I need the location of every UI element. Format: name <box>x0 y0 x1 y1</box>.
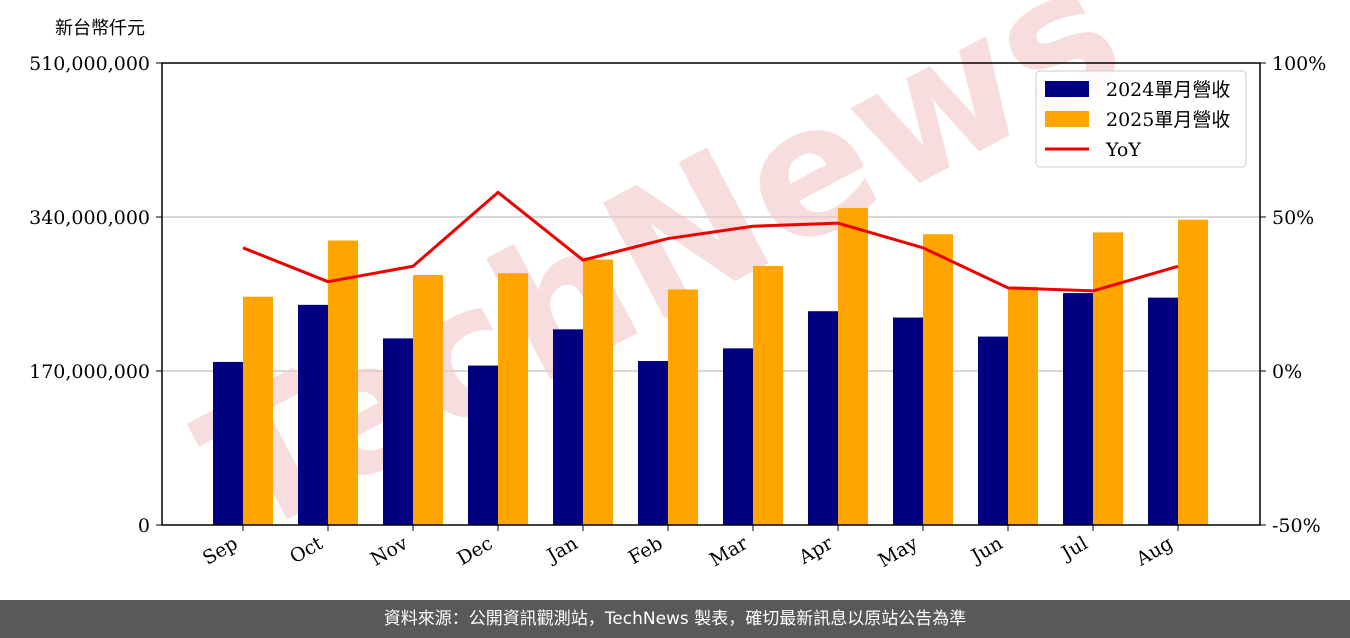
bar-2025 <box>413 274 443 525</box>
plot-frame <box>161 62 1261 526</box>
bar-2024 <box>638 361 668 525</box>
bar-2025 <box>753 265 783 525</box>
x-tick-label: Nov <box>367 532 412 571</box>
y-left-tick-label: 510,000,000 <box>29 53 150 75</box>
bar-2025 <box>583 259 613 525</box>
bar-2025 <box>243 296 273 525</box>
bar-2025 <box>668 289 698 525</box>
x-tick-label: Jan <box>542 532 582 568</box>
bar-2024 <box>213 361 243 525</box>
bar-2025 <box>1093 232 1123 525</box>
y-left-tick-label: 340,000,000 <box>29 207 150 229</box>
legend: 2024單月營收 2025單月營收 YoY <box>1035 70 1247 168</box>
legend-swatch <box>1045 81 1089 97</box>
bar-2025 <box>838 207 868 526</box>
x-tick-label: Jul <box>1056 532 1091 565</box>
chart: TechNews 0170,000,000340,000,000510,000,… <box>29 0 1326 578</box>
x-tick-label: Dec <box>453 532 496 570</box>
x-tick-label: Aug <box>1132 532 1177 571</box>
bar-2024 <box>1063 293 1093 525</box>
x-tick-label: Jun <box>966 532 1007 568</box>
bar-2025 <box>498 273 528 525</box>
legend-item-2024: 2024單月營收 <box>1106 79 1230 101</box>
legend-item-2025: 2025單月營收 <box>1106 109 1230 131</box>
footer-source: 資料來源：公開資訊觀測站，TechNews 製表，確切最新訊息以原站公告為準 <box>0 600 1350 638</box>
bar-2024 <box>808 311 838 525</box>
bars <box>213 207 1208 526</box>
y-left-tick-label: 0 <box>138 515 150 537</box>
bar-2024 <box>723 348 753 525</box>
bar-2024 <box>1148 297 1178 525</box>
bar-2025 <box>328 240 358 525</box>
bar-2024 <box>298 304 328 525</box>
y-right-tick-label: -50% <box>1272 515 1321 537</box>
y-right-tick-label: 50% <box>1272 207 1314 229</box>
x-tick-label: Mar <box>706 532 752 571</box>
yoy-line <box>242 190 1179 293</box>
bar-2024 <box>553 329 583 525</box>
x-tick-label: Apr <box>794 532 837 569</box>
y-right-tick-label: 0% <box>1272 361 1302 383</box>
legend-item-yoy: YoY <box>1105 139 1141 161</box>
y-left-tick-label: 170,000,000 <box>29 361 150 383</box>
yoy-line-layer <box>242 190 1179 293</box>
x-tick-label: Feb <box>625 532 667 569</box>
bar-2024 <box>893 317 923 525</box>
legend-swatch <box>1045 111 1089 127</box>
bar-2025 <box>1178 219 1208 525</box>
x-tick-label: May <box>875 532 922 572</box>
y-right-tick-label: 100% <box>1272 53 1326 75</box>
unit-label: 新台幣仟元 <box>55 18 145 39</box>
x-tick-label: Sep <box>199 532 242 569</box>
bar-2025 <box>1008 286 1038 525</box>
bar-2024 <box>468 365 498 525</box>
bar-2024 <box>383 338 413 525</box>
bar-2025 <box>923 234 953 525</box>
bar-2024 <box>978 336 1008 525</box>
